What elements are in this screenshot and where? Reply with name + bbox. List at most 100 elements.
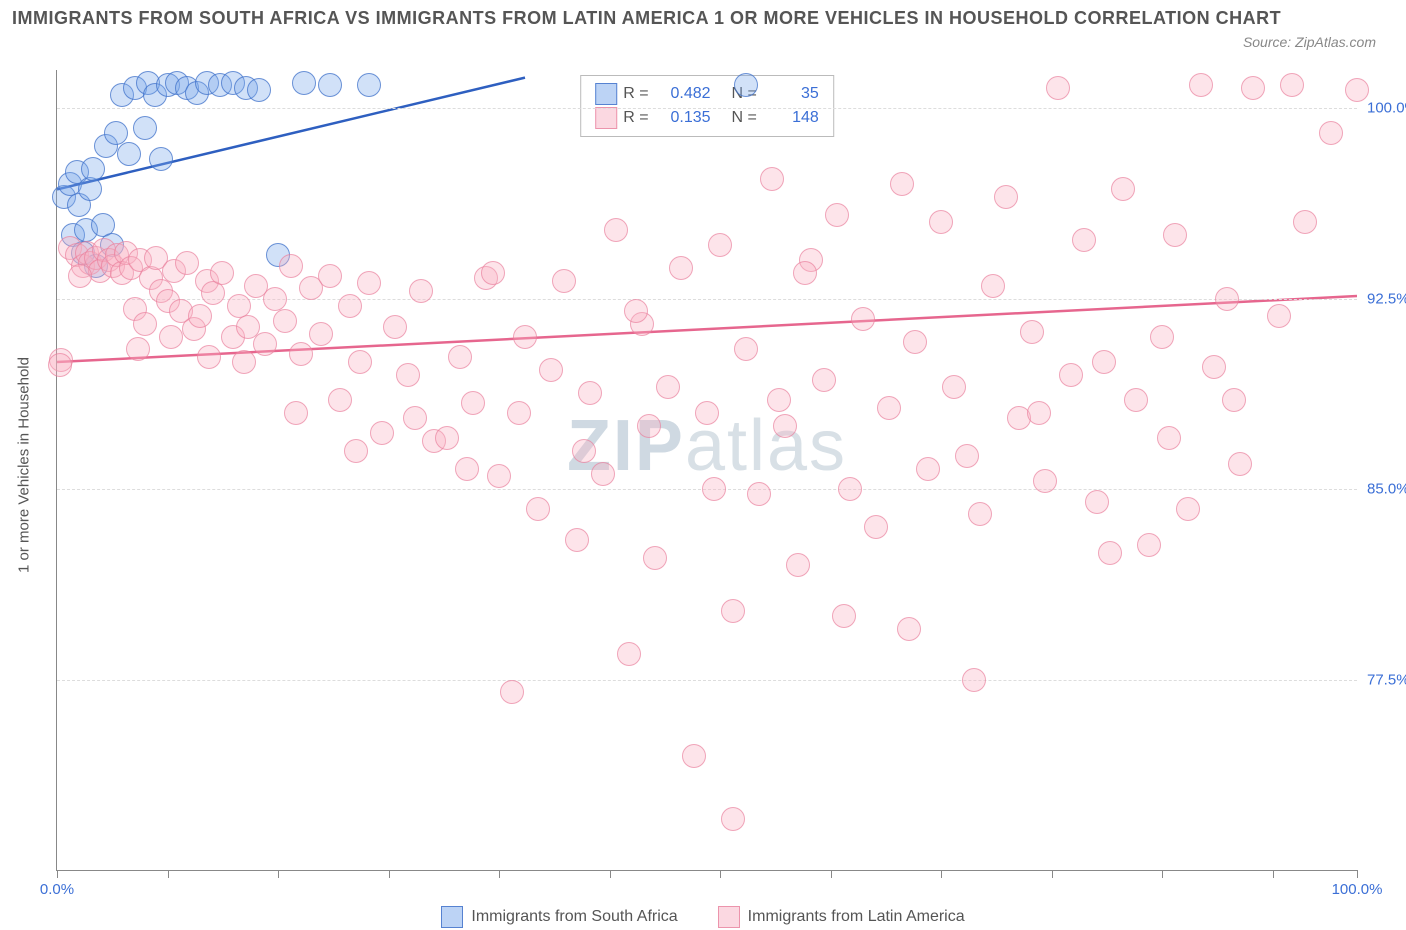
data-point [149,147,173,171]
n-label: N = [731,106,756,130]
data-point [383,315,407,339]
data-point [1280,73,1304,97]
data-point [175,251,199,275]
data-point [734,337,758,361]
data-point [962,668,986,692]
xtick [1162,870,1163,878]
xtick-label-max: 100.0% [1332,881,1383,898]
chart-title: IMMIGRANTS FROM SOUTH AFRICA VS IMMIGRAN… [12,8,1326,29]
data-point [1176,497,1200,521]
data-point [994,185,1018,209]
data-point [1085,490,1109,514]
data-point [1137,533,1161,557]
ytick-label: 92.5% [1367,290,1406,307]
data-point [507,401,531,425]
data-point [1228,452,1252,476]
data-point [500,680,524,704]
data-point [292,71,316,95]
series-legend: Immigrants from South Africa Immigrants … [0,906,1406,928]
data-point [637,414,661,438]
data-point [1033,469,1057,493]
xtick [1052,870,1053,878]
data-point [344,439,368,463]
data-point [357,271,381,295]
source-attribution: Source: ZipAtlas.com [1243,34,1376,50]
data-point [1345,78,1369,102]
data-point [117,142,141,166]
data-point [348,350,372,374]
data-point [409,279,433,303]
data-point [578,381,602,405]
data-point [435,426,459,450]
xtick [278,870,279,878]
legend-item-south-africa: Immigrants from South Africa [441,906,677,928]
data-point [572,439,596,463]
data-point [890,172,914,196]
data-point [1150,325,1174,349]
legend-label-sa: Immigrants from South Africa [471,908,677,926]
xtick [720,870,721,878]
r-value-sa: 0.482 [655,82,711,106]
data-point [133,312,157,336]
data-point [318,73,342,97]
data-point [448,345,472,369]
data-point [1098,541,1122,565]
data-point [357,73,381,97]
data-point [721,599,745,623]
data-point [682,744,706,768]
data-point [656,375,680,399]
xtick [831,870,832,878]
data-point [539,358,563,382]
data-point [591,462,615,486]
data-point [188,304,212,328]
data-point [1222,388,1246,412]
ytick-label: 100.0% [1367,100,1406,117]
data-point [851,307,875,331]
data-point [247,78,271,102]
data-point [604,218,628,242]
data-point [838,477,862,501]
data-point [1319,121,1343,145]
data-point [760,167,784,191]
data-point [1241,76,1265,100]
data-point [318,264,342,288]
ytick-label: 85.0% [1367,481,1406,498]
data-point [1072,228,1096,252]
data-point [48,353,72,377]
data-point [565,528,589,552]
scatter-plot-area: ZIPatlas R = 0.482 N = 35 R = 0.135 N = … [56,70,1357,871]
data-point [968,502,992,526]
xtick [57,870,58,878]
data-point [481,261,505,285]
data-point [981,274,1005,298]
data-point [1027,401,1051,425]
xtick [610,870,611,878]
data-point [1020,320,1044,344]
data-point [396,363,420,387]
xtick [941,870,942,878]
grid-line [57,299,1357,300]
n-value-la: 148 [763,106,819,130]
xtick [499,870,500,878]
swatch-blue-icon [595,83,617,105]
data-point [284,401,308,425]
data-point [903,330,927,354]
data-point [78,177,102,201]
ytick-label: 77.5% [1367,671,1406,688]
data-point [1059,363,1083,387]
data-point [643,546,667,570]
data-point [1092,350,1116,374]
data-point [832,604,856,628]
data-point [263,287,287,311]
data-point [309,322,333,346]
data-point [877,396,901,420]
data-point [721,807,745,831]
data-point [825,203,849,227]
data-point [955,444,979,468]
data-point [126,337,150,361]
stats-row-latin-america: R = 0.135 N = 148 [595,106,819,130]
data-point [786,553,810,577]
xtick-label-min: 0.0% [40,881,74,898]
data-point [328,388,352,412]
data-point [513,325,537,349]
